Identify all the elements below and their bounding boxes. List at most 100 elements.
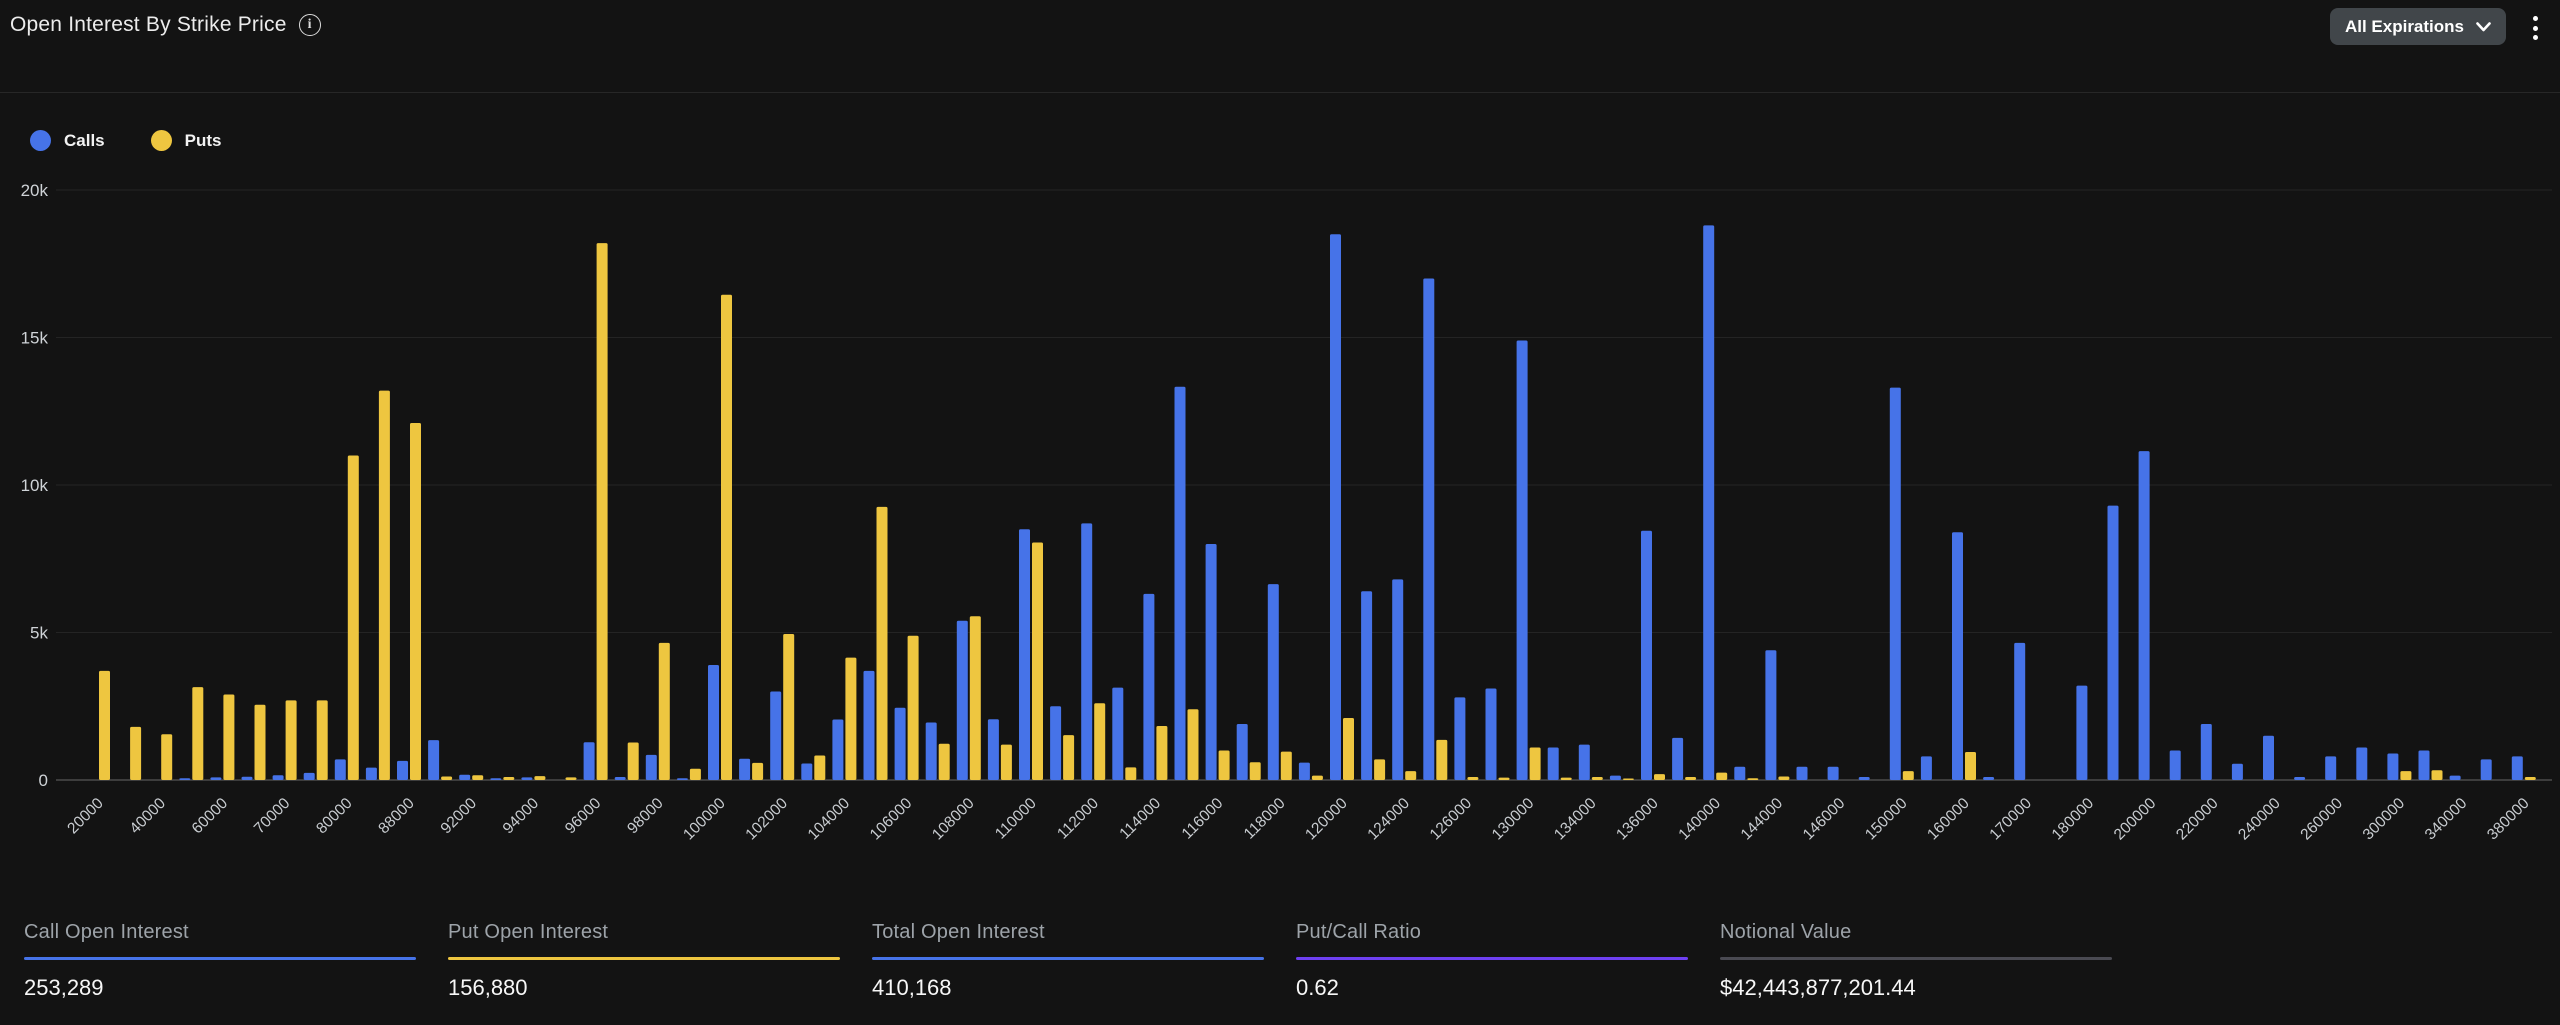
call-bar-165000[interactable] (1983, 777, 1995, 780)
call-bar-80000[interactable] (334, 759, 346, 780)
call-bar-65000[interactable] (241, 776, 253, 780)
call-bar-118000[interactable] (1267, 584, 1279, 780)
call-bar-103000[interactable] (801, 763, 813, 780)
put-bar-112000[interactable] (1094, 703, 1106, 780)
put-bar-124000[interactable] (1405, 771, 1417, 780)
put-bar-109000[interactable] (1000, 744, 1012, 780)
put-bar-115000[interactable] (1187, 709, 1199, 780)
put-bar-94000[interactable] (534, 776, 546, 780)
call-bar-97000[interactable] (614, 777, 626, 780)
call-bar-126000[interactable] (1454, 697, 1466, 780)
put-bar-92000[interactable] (472, 775, 484, 780)
put-bar-138000[interactable] (1685, 777, 1697, 780)
put-bar-96000[interactable] (596, 243, 608, 781)
call-bar-210000[interactable] (2169, 750, 2181, 781)
call-bar-114000[interactable] (1143, 593, 1155, 780)
call-bar-108000[interactable] (956, 620, 968, 780)
call-bar-148000[interactable] (1858, 777, 1870, 780)
call-bar-135000[interactable] (1609, 775, 1621, 780)
put-bar-104000[interactable] (845, 657, 857, 780)
call-bar-50000[interactable] (179, 778, 191, 780)
call-bar-136000[interactable] (1641, 530, 1652, 780)
call-bar-280000[interactable] (2356, 747, 2368, 780)
put-bar-320000[interactable] (2431, 770, 2443, 780)
put-bar-111000[interactable] (1063, 735, 1075, 780)
put-bar-134000[interactable] (1591, 777, 1603, 780)
info-icon[interactable]: i (298, 14, 321, 36)
put-bar-142000[interactable] (1747, 778, 1759, 780)
legend-item-calls[interactable]: Calls (30, 130, 105, 151)
call-bar-105000[interactable] (863, 670, 875, 780)
call-bar-180000[interactable] (2076, 685, 2088, 780)
put-bar-106000[interactable] (907, 635, 919, 780)
call-bar-106000[interactable] (894, 707, 906, 780)
call-bar-140000[interactable] (1703, 225, 1715, 780)
put-bar-122000[interactable] (1374, 759, 1386, 780)
put-bar-103000[interactable] (814, 755, 826, 780)
put-bar-107000[interactable] (938, 743, 950, 780)
call-bar-144000[interactable] (1765, 650, 1777, 780)
put-bar-101000[interactable] (752, 762, 764, 780)
put-bar-140000[interactable] (1716, 772, 1728, 780)
put-bar-40000[interactable] (161, 734, 173, 780)
call-bar-110000[interactable] (1019, 529, 1030, 780)
call-bar-90000[interactable] (428, 740, 440, 780)
call-bar-155000[interactable] (1920, 756, 1932, 780)
put-bar-144000[interactable] (1778, 776, 1790, 780)
put-bar-136000[interactable] (1654, 774, 1665, 780)
put-bar-93000[interactable] (503, 777, 515, 780)
put-bar-114000[interactable] (1156, 726, 1168, 780)
put-bar-102000[interactable] (783, 633, 795, 780)
put-bar-125000[interactable] (1436, 739, 1448, 780)
call-bar-88000[interactable] (397, 760, 408, 780)
call-bar-160000[interactable] (1952, 532, 1963, 780)
put-bar-160000[interactable] (1965, 751, 1976, 780)
put-bar-119000[interactable] (1311, 775, 1323, 780)
call-bar-200000[interactable] (2138, 451, 2150, 780)
call-bar-124000[interactable] (1392, 579, 1404, 780)
put-bar-98000[interactable] (658, 642, 670, 780)
put-bar-50000[interactable] (192, 687, 204, 780)
call-bar-93000[interactable] (490, 778, 502, 780)
call-bar-170000[interactable] (2014, 642, 2026, 780)
put-bar-97000[interactable] (627, 742, 639, 780)
call-bar-145000[interactable] (1796, 766, 1808, 780)
put-bar-128000[interactable] (1498, 777, 1510, 780)
put-bar-80000[interactable] (347, 455, 359, 781)
put-bar-118000[interactable] (1280, 751, 1292, 780)
put-bar-150000[interactable] (1902, 771, 1914, 780)
put-bar-30000[interactable] (130, 726, 142, 780)
call-bar-260000[interactable] (2325, 756, 2337, 780)
call-bar-107000[interactable] (925, 722, 937, 780)
put-bar-75000[interactable] (316, 700, 328, 780)
call-bar-75000[interactable] (303, 772, 315, 780)
call-bar-117000[interactable] (1236, 723, 1248, 780)
call-bar-111000[interactable] (1050, 706, 1062, 780)
put-bar-88000[interactable] (410, 423, 421, 780)
call-bar-250000[interactable] (2294, 777, 2306, 780)
call-bar-122000[interactable] (1361, 591, 1373, 780)
put-bar-108000[interactable] (969, 616, 981, 780)
put-bar-135000[interactable] (1622, 778, 1634, 780)
put-bar-60000[interactable] (223, 694, 235, 780)
call-bar-230000[interactable] (2231, 763, 2243, 780)
call-bar-98000[interactable] (645, 754, 657, 780)
call-bar-101000[interactable] (739, 758, 751, 780)
kebab-menu-icon[interactable] (2522, 13, 2548, 43)
call-bar-132000[interactable] (1547, 747, 1559, 780)
put-bar-99000[interactable] (689, 768, 701, 780)
call-bar-120000[interactable] (1330, 234, 1341, 780)
expirations-dropdown[interactable]: All Expirations (2329, 8, 2506, 45)
call-bar-300000[interactable] (2387, 753, 2399, 780)
call-bar-340000[interactable] (2449, 775, 2461, 780)
call-bar-360000[interactable] (2480, 759, 2492, 780)
call-bar-150000[interactable] (1889, 387, 1901, 780)
put-bar-110000[interactable] (1032, 542, 1043, 780)
call-bar-380000[interactable] (2511, 756, 2523, 780)
put-bar-126000[interactable] (1467, 777, 1479, 780)
call-bar-70000[interactable] (272, 775, 284, 780)
call-bar-116000[interactable] (1205, 544, 1217, 780)
call-bar-112000[interactable] (1081, 523, 1093, 780)
call-bar-115000[interactable] (1174, 386, 1186, 780)
call-bar-99000[interactable] (676, 778, 688, 780)
